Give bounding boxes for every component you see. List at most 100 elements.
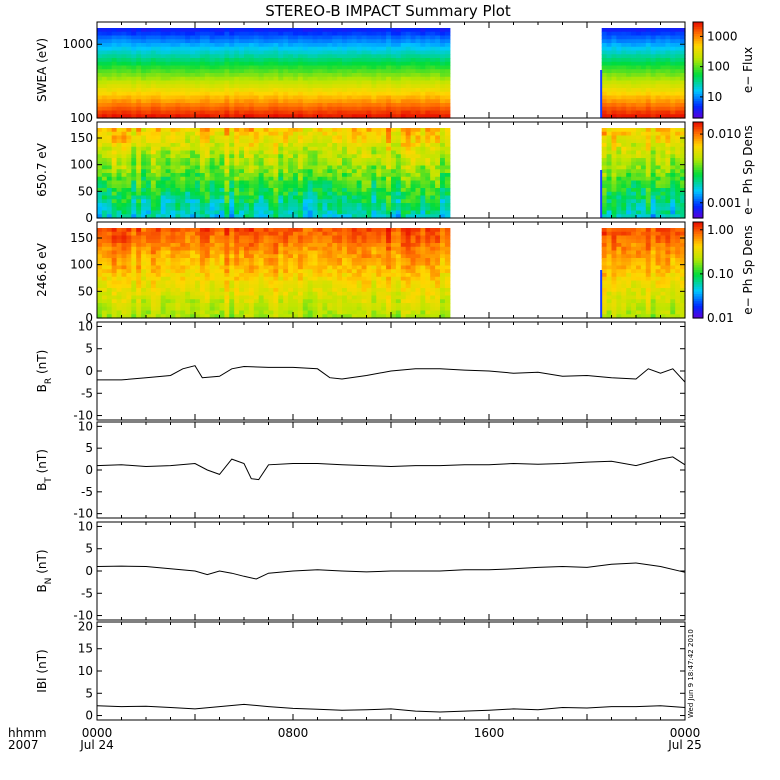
heatmap-cell: [616, 188, 622, 193]
heatmap-cell: [204, 191, 211, 197]
heatmap-cell: [415, 54, 421, 59]
heatmap-cell: [116, 165, 123, 170]
heatmap-cell: [126, 91, 132, 97]
heatmap-cell: [136, 143, 142, 148]
heatmap-cell: [391, 180, 397, 185]
heatmap-cell: [621, 50, 627, 55]
heatmap-cell: [415, 58, 421, 63]
heatmap-cell: [381, 65, 387, 70]
heatmap-cell: [420, 31, 426, 37]
heatmap-cell: [180, 261, 186, 267]
heatmap-cell: [444, 39, 451, 44]
heatmap-cell: [244, 206, 250, 212]
heatmap-cell: [97, 28, 103, 33]
heatmap-cell: [97, 110, 103, 115]
heatmap-cell: [258, 169, 265, 174]
heatmap-cell: [170, 280, 176, 285]
heatmap-cell: [180, 235, 186, 240]
heatmap-cell: [322, 46, 328, 52]
heatmap-cell: [278, 99, 284, 104]
heatmap-cell: [626, 50, 632, 55]
heatmap-cell: [660, 184, 666, 189]
heatmap-cell: [190, 69, 196, 74]
heatmap-cell: [170, 165, 176, 170]
heatmap-cell: [288, 206, 294, 212]
heatmap-cell: [670, 80, 676, 85]
heatmap-cell: [131, 150, 137, 155]
heatmap-cell: [346, 188, 353, 193]
heatmap-cell: [204, 50, 211, 55]
heatmap-cell: [136, 173, 142, 178]
heatmap-cell: [136, 273, 142, 278]
heatmap-cell: [165, 65, 172, 70]
heatmap-cell: [386, 73, 392, 78]
heatmap-cell: [440, 210, 446, 215]
heatmap-cell: [160, 43, 167, 48]
heatmap-cell: [670, 154, 676, 159]
heatmap-cell: [606, 76, 613, 82]
heatmap-cell: [146, 273, 152, 278]
heatmap-cell: [111, 110, 118, 115]
heatmap-cell: [141, 61, 147, 67]
heatmap-cell: [395, 95, 402, 100]
heatmap-cell: [258, 106, 265, 112]
heatmap-cell: [640, 161, 647, 167]
heatmap-cell: [346, 91, 353, 97]
heatmap-cell: [665, 199, 671, 204]
heatmap-cell: [366, 95, 372, 100]
heatmap-cell: [430, 43, 436, 48]
heatmap-cell: [136, 99, 142, 104]
heatmap-cell: [126, 243, 132, 248]
heatmap-cell: [621, 58, 627, 63]
heatmap-cell: [150, 173, 157, 178]
heatmap-cell: [665, 139, 671, 144]
heatmap-cell: [361, 199, 368, 204]
heatmap-cell: [175, 295, 181, 300]
heatmap-cell: [244, 50, 250, 55]
heatmap-cell: [126, 273, 132, 278]
heatmap-cell: [141, 173, 147, 178]
heatmap-cell: [219, 80, 225, 85]
heatmap-cell: [386, 131, 392, 137]
heatmap-cell: [244, 88, 250, 93]
heatmap-cell: [150, 280, 157, 285]
heatmap-cell: [395, 65, 402, 70]
heatmap-cell: [234, 43, 240, 48]
heatmap-cell: [121, 191, 127, 197]
heatmap-cell: [146, 250, 152, 255]
heatmap-cell: [312, 80, 319, 85]
heatmap-cell: [263, 154, 270, 159]
heatmap-cell: [136, 158, 142, 163]
heatmap-cell: [430, 169, 436, 174]
colorbar-segment: [693, 46, 703, 49]
heatmap-cell: [224, 28, 230, 33]
heatmap-cell: [366, 143, 372, 148]
heatmap-cell: [342, 154, 348, 159]
heatmap-cell: [297, 31, 304, 37]
heatmap-cell: [293, 176, 299, 182]
heatmap-cell: [131, 306, 137, 312]
heatmap-cell: [146, 176, 152, 182]
heatmap-cell: [263, 214, 270, 219]
heatmap-cell: [621, 65, 627, 70]
heatmap-cell: [204, 165, 211, 170]
heatmap-cell: [268, 65, 274, 70]
heatmap-cell: [101, 291, 108, 297]
heatmap-cell: [621, 128, 627, 133]
heatmap-cell: [601, 95, 608, 100]
heatmap-cell: [386, 210, 392, 215]
heatmap-cell: [101, 231, 108, 237]
heatmap-cell: [391, 114, 397, 119]
heatmap-cell: [342, 143, 348, 148]
heatmap-cell: [283, 131, 289, 137]
heatmap-cell: [650, 139, 657, 144]
heatmap-cell: [106, 306, 113, 312]
heatmap-cell: [312, 91, 319, 97]
heatmap-cell: [631, 91, 637, 97]
heatmap-cell: [209, 103, 216, 108]
heatmap-cell: [278, 84, 284, 89]
heatmap-cell: [141, 291, 147, 297]
heatmap-cell: [650, 65, 657, 70]
heatmap-cell: [155, 299, 162, 304]
heatmap-cell: [180, 314, 186, 319]
